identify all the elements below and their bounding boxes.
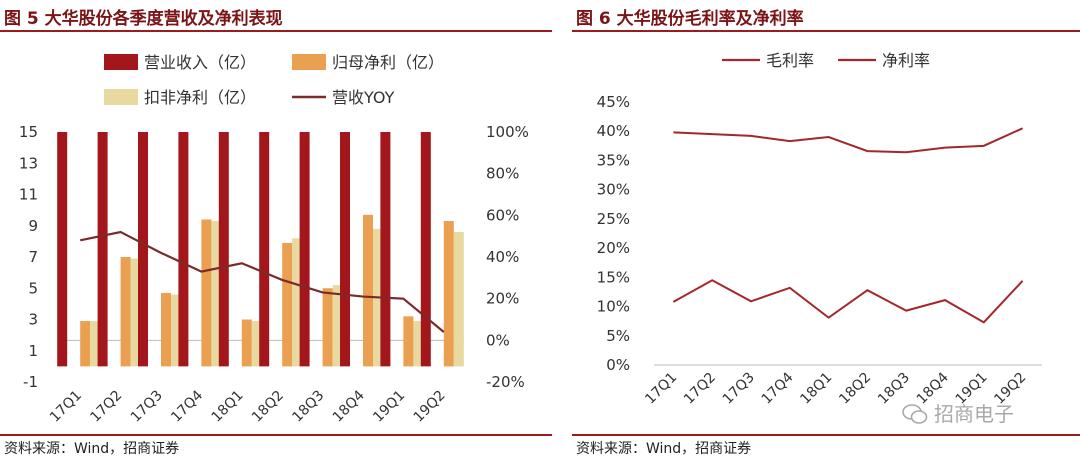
bar (403, 316, 414, 367)
x-tick-label: 18Q1 (797, 370, 835, 408)
bar (241, 319, 252, 367)
y-tick-label: 30% (597, 181, 630, 199)
y-tick-label-right: -20% (486, 373, 525, 391)
x-tick-label: 19Q1 (370, 388, 408, 426)
x-tick-label: 18Q2 (836, 370, 874, 408)
bar (161, 292, 171, 367)
x-tick-label: 19Q2 (411, 388, 449, 426)
bar (211, 221, 222, 367)
y-tick-label-right: 100% (486, 123, 529, 141)
legend-label: 毛利率 (766, 51, 814, 70)
y-tick-label-right: 40% (486, 248, 519, 266)
figure-5-title: 图 5 大华股份各季度营收及净利表现 (4, 9, 283, 29)
y-tick-label-left: 13 (19, 154, 38, 172)
x-tick-label: 17Q3 (720, 370, 758, 408)
net-margin-line (672, 279, 1024, 324)
bar (453, 232, 464, 367)
watermark-text: 招商电子 (934, 402, 1014, 426)
bar (443, 221, 454, 367)
bar (340, 132, 350, 367)
yoy-line (79, 230, 445, 333)
bar (138, 132, 148, 367)
legend-label: 营收YOY (332, 88, 395, 107)
x-tick-label: 18Q1 (209, 388, 247, 426)
x-tick-label: 17Q1 (47, 388, 85, 426)
title-rule (0, 30, 552, 32)
legend-swatch (104, 89, 138, 105)
bar (120, 257, 131, 367)
y-tick-label: 20% (597, 239, 630, 257)
bar (292, 238, 303, 367)
y-tick-label-left: 9 (28, 217, 38, 235)
bar (322, 288, 333, 367)
right-panel: 图 6 大华股份毛利率及净利率 毛利率 净利率 45% 40% 35% 30% 25% 20%… (572, 0, 1080, 461)
x-tick-label: 18Q3 (289, 388, 327, 426)
bar (80, 321, 91, 367)
figure-6-title: 图 6 大华股份毛利率及净利率 (576, 9, 804, 29)
wechat-icon (902, 404, 928, 424)
title-rule (572, 30, 1080, 32)
x-tick-label: 17Q2 (87, 388, 125, 426)
y-tick-label-left: 15 (19, 123, 38, 141)
x-tick-label: 17Q4 (759, 369, 797, 407)
figure-5-source: 资料来源：Wind，招商证券 (4, 441, 180, 457)
gross-margin-line (673, 127, 1024, 154)
bar (251, 321, 262, 367)
x-tick-label: 17Q4 (168, 387, 206, 425)
watermark: 招商电子 (902, 398, 1014, 427)
y-tick-label-left: 7 (28, 248, 38, 266)
legend-label: 净利率 (882, 51, 930, 70)
bar (282, 242, 293, 367)
left-panel: 图 5 大华股份各季度营收及净利表现 营业收入（亿） 归母净利（亿） 扣非净利（亿）… (0, 9, 552, 457)
x-tick-label: 18Q4 (330, 387, 368, 425)
bar (259, 132, 270, 367)
bar (97, 132, 108, 367)
bar (380, 132, 391, 367)
y-tick-label: 15% (597, 268, 630, 286)
legend-swatch (104, 54, 138, 70)
bar (90, 321, 101, 367)
y-tick-label: 5% (606, 327, 630, 345)
bar (201, 219, 212, 367)
y-tick-label: 0% (606, 356, 630, 374)
legend-label: 营业收入（亿） (144, 53, 256, 72)
bar (413, 321, 424, 367)
y-tick-label-right: 20% (486, 290, 519, 308)
y-tick-label: 10% (597, 298, 630, 316)
y-tick-label: 40% (597, 122, 630, 140)
legend-label: 扣非净利（亿） (144, 88, 256, 107)
y-tick-label-left: -1 (23, 373, 38, 391)
legend-swatch (292, 54, 326, 70)
x-tick-label: 17Q2 (681, 370, 719, 408)
y-tick-label: 45% (597, 93, 630, 111)
y-tick-label-left: 5 (28, 279, 38, 297)
y-tick-label-left: 3 (28, 311, 38, 329)
bar (332, 285, 343, 367)
bar (363, 214, 373, 367)
source-rule (572, 434, 1080, 436)
y-tick-label: 35% (597, 151, 630, 169)
bar (218, 132, 229, 367)
bar (420, 132, 431, 367)
bar (178, 132, 189, 367)
y-tick-label-right: 0% (486, 331, 510, 349)
y-tick-label-left: 1 (28, 342, 38, 360)
bar (171, 294, 181, 367)
bar (57, 132, 68, 367)
y-tick-label-left: 11 (19, 186, 38, 204)
y-tick-label-right: 60% (486, 206, 519, 224)
y-tick-label: 25% (597, 210, 630, 228)
bar (130, 258, 141, 367)
x-tick-label: 17Q3 (128, 388, 166, 426)
legend-label: 归母净利（亿） (332, 53, 444, 72)
y-tick-label-right: 80% (486, 165, 519, 183)
bar (299, 132, 310, 367)
revenue-profit-chart: 营业收入（亿） 归母净利（亿） 扣非净利（亿） 营收YOY 15 13 11 9 7 5 3 1 -1 1… (19, 53, 529, 426)
figure-6-source: 资料来源：Wind，招商证券 (576, 441, 752, 457)
x-tick-label: 17Q1 (642, 370, 680, 408)
source-rule (0, 434, 552, 436)
x-tick-label: 18Q2 (249, 388, 287, 426)
